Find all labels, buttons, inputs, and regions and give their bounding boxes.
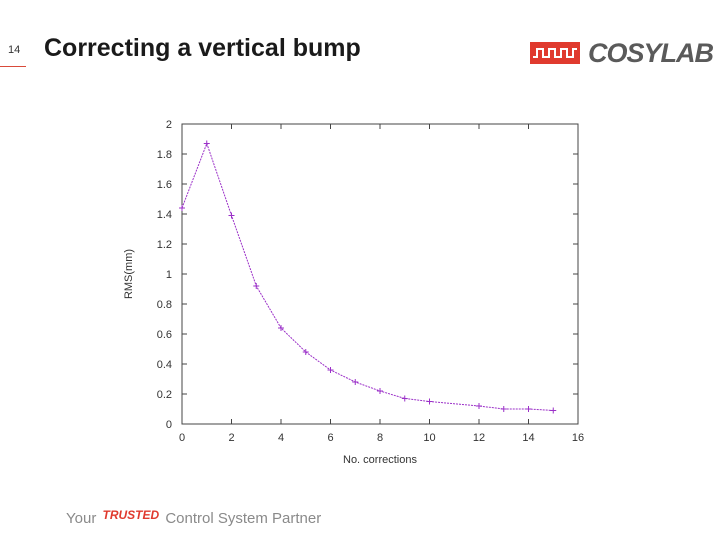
company-logo: COSYLAB	[530, 38, 714, 68]
x-tick-label: 14	[522, 432, 534, 444]
data-point	[401, 395, 408, 402]
y-tick-label: 2	[166, 119, 172, 131]
x-tick-label: 0	[179, 432, 185, 444]
y-tick-label: 0	[166, 419, 172, 431]
x-tick-label: 6	[327, 432, 333, 444]
tagline-emphasis: TRUSTED	[102, 508, 160, 522]
chart: 0 2 4 6 8 10 12 14 16 0 0.2 0.4 0.6 0.8 1 1.2 1.4 1.6 1.8 2…	[110, 112, 600, 477]
data-point	[228, 212, 235, 219]
data-point	[500, 406, 507, 412]
title-rule	[0, 66, 26, 67]
y-tick-label: 0.2	[157, 389, 172, 401]
x-tick-label: 16	[572, 432, 584, 444]
x-tick-label: 2	[228, 432, 234, 444]
x-tick-label: 4	[278, 432, 284, 444]
x-tick-label: 10	[423, 432, 435, 444]
x-axis-label: No. corrections	[343, 454, 417, 466]
y-axis-label: RMS(mm)	[123, 249, 135, 299]
slide-title: Correcting a vertical bump	[44, 34, 361, 62]
plot-frame	[181, 123, 579, 425]
y-tick-label: 1.6	[157, 179, 172, 191]
y-tick-label: 1	[166, 269, 172, 281]
tagline-prefix: Your	[66, 510, 97, 527]
footer-tagline: Your TRUSTED Control System Partner	[66, 508, 322, 527]
x-tick-label: 8	[377, 432, 383, 444]
y-tick-label: 0.8	[157, 299, 172, 311]
data-point	[203, 140, 210, 147]
rms-chart-svg: 0 2 4 6 8 10 12 14 16 0 0.2 0.4 0.6 0.8 1 1.2 1.4 1.6 1.8 2…	[123, 119, 584, 466]
x-tick-label: 12	[473, 432, 485, 444]
data-point	[377, 388, 383, 394]
logo-mark-icon	[530, 42, 580, 64]
y-tick-label: 0.4	[157, 359, 172, 371]
logo-text: COSYLAB	[588, 38, 714, 68]
data-point	[253, 283, 260, 289]
y-tick-label: 0.6	[157, 329, 172, 341]
y-tick-label: 1.2	[157, 239, 172, 251]
y-tick-label: 1.8	[157, 149, 172, 161]
data-point	[352, 379, 359, 385]
data-point	[426, 398, 433, 405]
data-point	[278, 325, 284, 331]
data-point	[525, 406, 532, 412]
data-point	[550, 407, 557, 414]
tagline-suffix: Control System Partner	[165, 510, 322, 527]
data-point	[302, 349, 309, 355]
y-tick-label: 1.4	[157, 209, 172, 221]
data-point	[327, 367, 334, 373]
slide-number: 14	[8, 44, 21, 56]
data-point	[179, 205, 185, 211]
data-point	[476, 403, 482, 409]
series-line	[181, 142, 554, 411]
